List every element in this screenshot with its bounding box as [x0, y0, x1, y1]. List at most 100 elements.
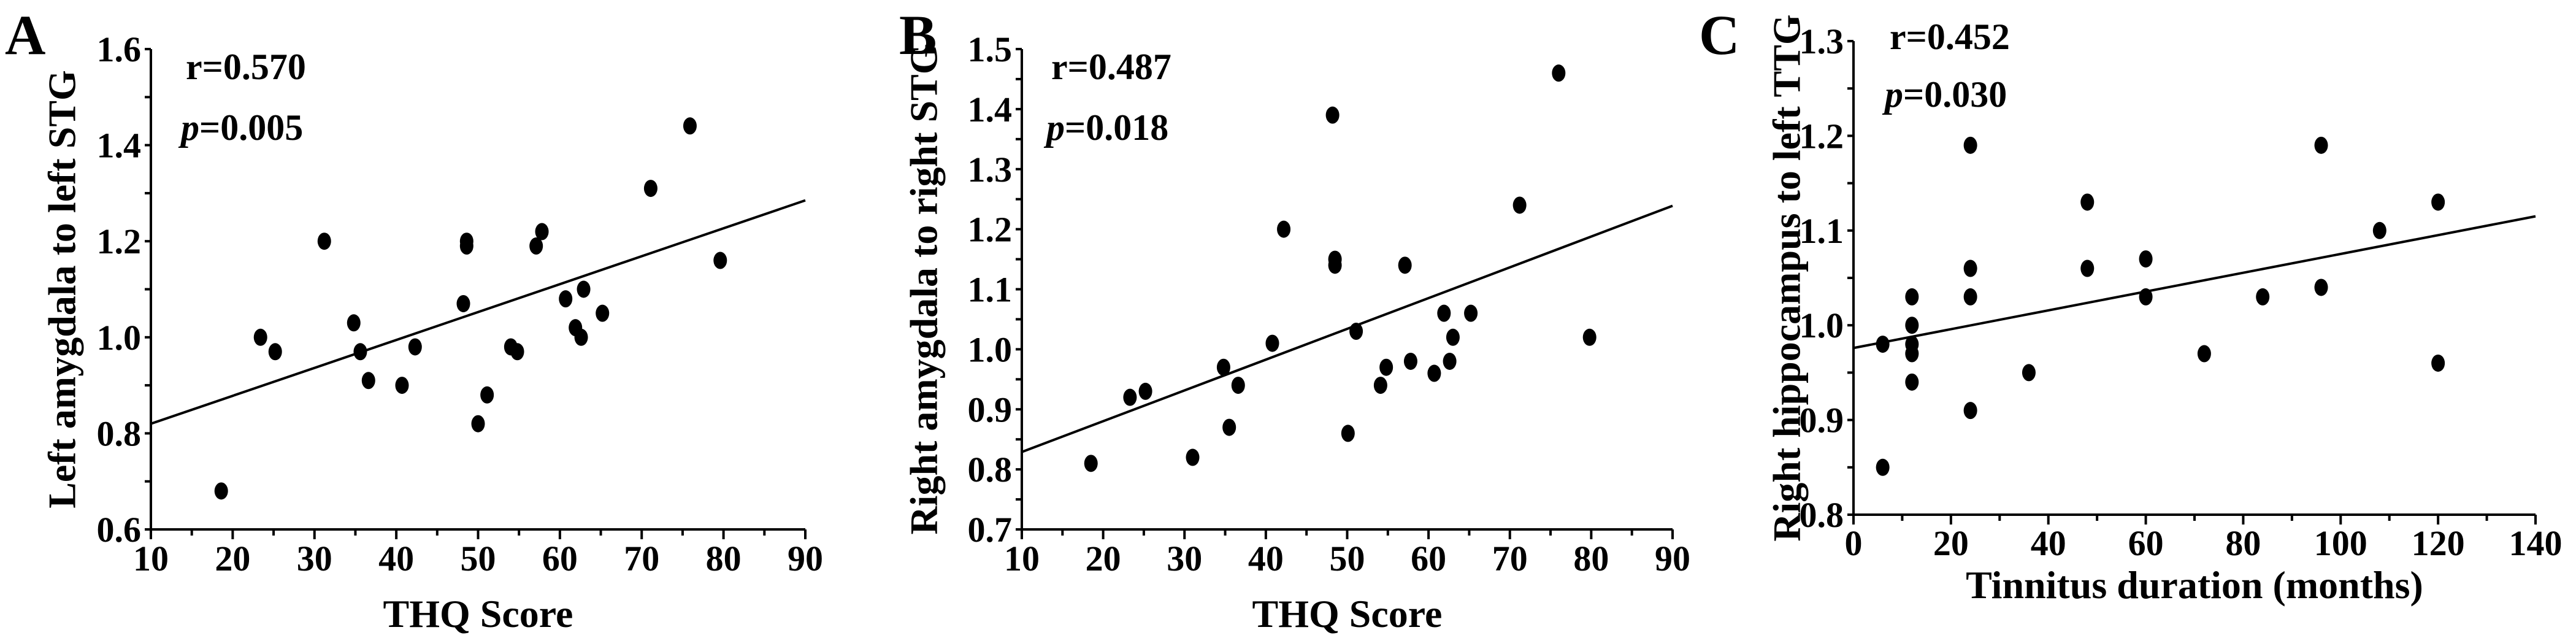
p-value: p=0.030	[1882, 74, 2007, 115]
data-point	[1443, 352, 1457, 370]
x-tick-label: 0	[1845, 523, 1863, 563]
data-point	[596, 304, 610, 322]
x-tick-label: 80	[2225, 523, 2261, 563]
y-tick-label: 1.3	[968, 150, 1013, 190]
x-tick-label: 60	[2128, 523, 2164, 563]
x-tick-label: 70	[1492, 539, 1528, 578]
data-point	[1905, 317, 1919, 334]
x-tick-label: 40	[2031, 523, 2066, 563]
p-value: p=0.005	[178, 107, 303, 148]
x-tick-label: 60	[542, 539, 578, 578]
y-tick-label: 0.6	[97, 510, 142, 550]
data-point	[683, 117, 697, 135]
data-point	[1186, 448, 1200, 466]
x-tick-label: 120	[2412, 523, 2465, 563]
data-point	[2139, 288, 2153, 306]
y-tick-label: 0.8	[97, 413, 142, 453]
data-point	[1349, 323, 1363, 340]
data-point	[2431, 354, 2445, 372]
data-point	[268, 343, 282, 361]
data-point	[456, 294, 470, 312]
y-tick-label: 1.4	[968, 90, 1013, 129]
data-point	[1876, 336, 1890, 353]
x-tick-label: 50	[1330, 539, 1365, 578]
data-point	[535, 223, 549, 240]
data-point	[2372, 221, 2386, 239]
data-point	[559, 290, 573, 308]
data-point	[529, 237, 543, 255]
data-point	[1379, 358, 1393, 376]
data-point	[1963, 259, 1977, 277]
data-point	[395, 377, 409, 394]
data-point	[1373, 377, 1387, 394]
data-point	[408, 338, 422, 356]
x-tick-label: 30	[1167, 539, 1202, 578]
y-tick-label: 1.4	[97, 126, 142, 166]
data-point	[2022, 364, 2036, 382]
x-tick-label: 20	[1086, 539, 1121, 578]
x-tick-label: 70	[624, 539, 659, 578]
data-point	[1398, 256, 1412, 274]
y-axis-title: Right amygdala to right STG	[902, 44, 945, 534]
data-point	[1963, 288, 1977, 306]
data-point	[317, 233, 331, 250]
data-point	[510, 343, 524, 361]
r-value: r=0.452	[1890, 17, 2010, 57]
x-tick-label: 10	[133, 539, 169, 578]
x-tick-label: 90	[788, 539, 823, 578]
y-tick-label: 1.2	[1800, 116, 1844, 156]
data-point	[347, 314, 361, 332]
data-point	[253, 328, 267, 346]
regression-line	[1853, 215, 2536, 350]
regression-line	[150, 199, 806, 425]
y-axis-title: Right hippocampus to left TTG	[1765, 14, 1808, 541]
y-tick-label: 0.9	[1800, 401, 1844, 440]
x-tick-label: 100	[2314, 523, 2367, 563]
p-number: =0.018	[1065, 107, 1168, 148]
y-tick-label: 0.9	[968, 390, 1013, 429]
y-tick-label: 0.7	[968, 510, 1013, 550]
data-point	[1325, 106, 1340, 124]
data-point	[1582, 328, 1597, 346]
data-point	[2314, 136, 2328, 154]
y-tick-label: 1.2	[97, 221, 142, 261]
y-tick-label: 0.8	[1800, 495, 1844, 535]
y-tick-label: 1.1	[1800, 211, 1844, 251]
y-tick-label: 0.8	[968, 450, 1013, 490]
data-point	[1905, 345, 1919, 363]
p-symbol: p	[1882, 74, 1903, 115]
data-point	[1328, 256, 1342, 274]
r-value: r=0.487	[1051, 47, 1171, 87]
data-point	[1437, 304, 1451, 322]
y-tick-label: 1.0	[97, 318, 142, 358]
p-value: p=0.018	[1043, 107, 1168, 148]
data-point	[1464, 304, 1478, 322]
y-tick-label: 1.2	[968, 210, 1013, 250]
x-tick-label: 10	[1004, 539, 1040, 578]
data-point	[1265, 334, 1279, 352]
x-axis-title: THQ Score	[383, 592, 573, 636]
data-point	[1552, 64, 1566, 82]
data-point	[2256, 288, 2270, 306]
data-point	[713, 252, 727, 269]
data-point	[1277, 220, 1291, 238]
data-point	[1138, 382, 1152, 400]
x-axis-title: THQ Score	[1252, 592, 1443, 636]
p-symbol: p	[1043, 107, 1065, 148]
data-point	[2080, 193, 2095, 211]
data-point	[471, 415, 485, 432]
x-tick-label: 90	[1655, 539, 1690, 578]
data-point	[1084, 455, 1098, 472]
data-point	[2080, 259, 2095, 277]
panel-label: C	[1699, 4, 1739, 66]
data-point	[214, 482, 228, 500]
data-point	[361, 372, 375, 390]
x-tick-label: 30	[297, 539, 332, 578]
x-tick-label: 40	[1248, 539, 1284, 578]
data-point	[459, 237, 473, 255]
y-tick-label: 1.0	[1800, 306, 1844, 345]
data-point	[1512, 196, 1527, 214]
data-point	[1905, 288, 1919, 306]
y-tick-label: 1.1	[968, 270, 1013, 310]
x-axis-title: Tinnitus duration (months)	[1966, 563, 2423, 607]
